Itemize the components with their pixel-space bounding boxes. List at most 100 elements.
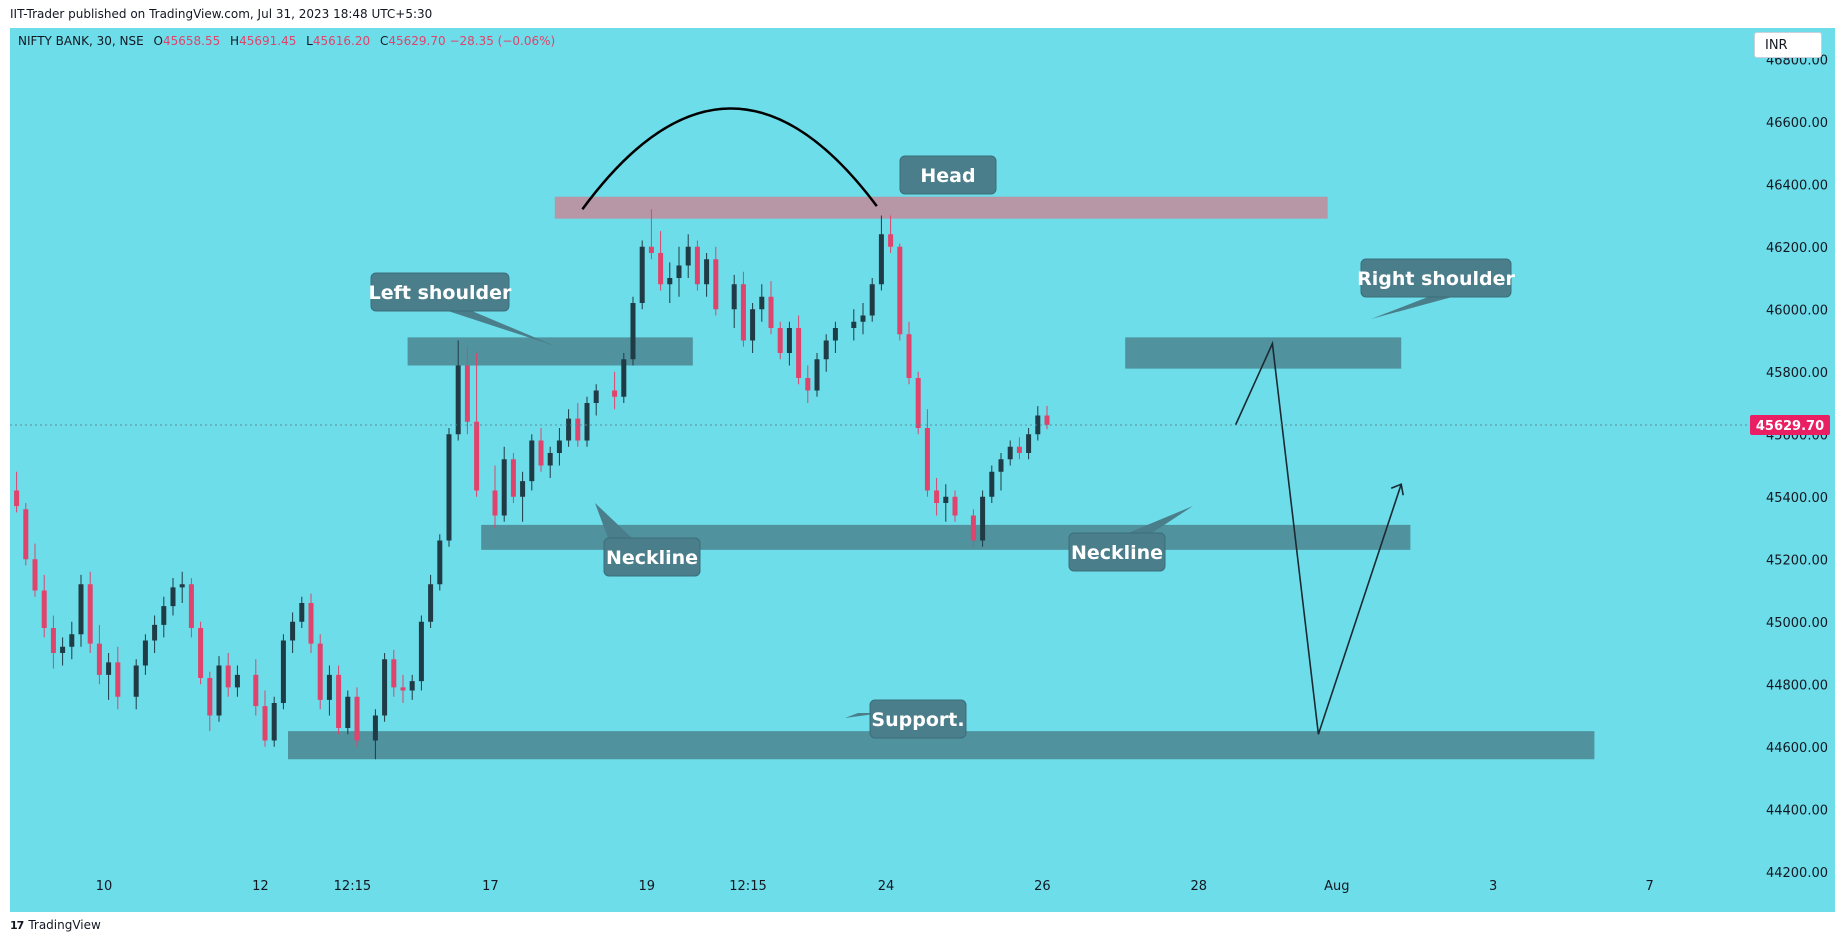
candle[interactable]	[759, 284, 765, 322]
candle[interactable]	[685, 234, 691, 278]
candle[interactable]	[832, 321, 838, 353]
right-shoulder-label[interactable]: Right shoulder	[1357, 258, 1515, 319]
candle[interactable]	[188, 578, 194, 638]
candle[interactable]	[418, 615, 424, 691]
candle[interactable]	[326, 665, 332, 716]
candle[interactable]	[731, 274, 737, 328]
candle[interactable]	[823, 334, 829, 372]
candle[interactable]	[336, 665, 342, 735]
candle[interactable]	[805, 365, 811, 404]
candle[interactable]	[556, 428, 562, 466]
candle[interactable]	[50, 615, 56, 669]
candle[interactable]	[23, 503, 29, 566]
candle[interactable]	[869, 278, 875, 322]
currency-selector[interactable]: INR	[1754, 32, 1822, 58]
candle[interactable]	[796, 315, 802, 385]
candle[interactable]	[262, 690, 268, 747]
candle[interactable]	[446, 428, 452, 547]
candle[interactable]	[621, 353, 627, 403]
candle[interactable]	[851, 309, 857, 341]
candle[interactable]	[639, 240, 645, 310]
candle[interactable]	[280, 634, 286, 710]
candle[interactable]	[115, 646, 121, 710]
support-label[interactable]: Support.	[845, 699, 967, 739]
candle[interactable]	[658, 231, 664, 291]
candle[interactable]	[694, 240, 700, 291]
price-scale[interactable]	[1748, 28, 1835, 912]
candle[interactable]	[612, 371, 618, 410]
plot-area[interactable]	[10, 28, 1748, 903]
candle[interactable]	[372, 709, 378, 760]
candle[interactable]	[501, 446, 507, 522]
candle[interactable]	[106, 653, 112, 700]
candle[interactable]	[152, 615, 158, 654]
candle[interactable]	[814, 353, 820, 397]
candle[interactable]	[271, 696, 277, 747]
candle[interactable]	[1026, 428, 1032, 460]
candle[interactable]	[216, 656, 222, 722]
candle[interactable]	[382, 653, 388, 722]
candle[interactable]	[750, 303, 756, 353]
symbol-info[interactable]: NIFTY BANK, 30, NSE	[18, 34, 144, 48]
candle[interactable]	[860, 303, 866, 335]
candle[interactable]	[777, 321, 783, 360]
candle[interactable]	[713, 246, 719, 316]
candle[interactable]	[538, 428, 544, 472]
candle[interactable]	[970, 509, 976, 547]
candle[interactable]	[133, 659, 139, 710]
candle[interactable]	[1035, 406, 1041, 441]
candle[interactable]	[87, 571, 93, 653]
candle[interactable]	[934, 478, 940, 516]
candle[interactable]	[510, 453, 516, 503]
candle[interactable]	[400, 674, 406, 703]
head-zone[interactable]	[554, 196, 1328, 219]
candle[interactable]	[207, 671, 213, 732]
candle[interactable]	[409, 674, 415, 700]
candle[interactable]	[704, 253, 710, 297]
candle[interactable]	[437, 534, 443, 591]
candle[interactable]	[290, 612, 296, 653]
candle[interactable]	[648, 209, 654, 260]
projection-path[interactable]	[1234, 340, 1402, 735]
candle[interactable]	[547, 446, 553, 478]
candle[interactable]	[915, 371, 921, 435]
chart-canvas[interactable]: Head Left shoulder Right shoulder Neckline N…	[0, 28, 1835, 912]
candle[interactable]	[520, 471, 526, 522]
candle[interactable]	[768, 281, 774, 335]
last-price-tag[interactable]	[1750, 414, 1830, 435]
candle[interactable]	[69, 621, 75, 660]
candle[interactable]	[428, 574, 434, 628]
head-label[interactable]: Head	[899, 155, 997, 195]
candle[interactable]	[584, 396, 590, 447]
candle[interactable]	[234, 665, 240, 697]
candle[interactable]	[60, 637, 66, 666]
left-shoulder-label[interactable]: Left shoulder	[369, 272, 555, 346]
candle[interactable]	[142, 634, 148, 675]
candle[interactable]	[630, 296, 636, 366]
candle[interactable]	[1007, 440, 1013, 466]
candle[interactable]	[391, 649, 397, 697]
candle[interactable]	[354, 687, 360, 747]
candle[interactable]	[308, 593, 314, 653]
candle[interactable]	[906, 321, 912, 385]
candle[interactable]	[740, 271, 746, 347]
candle[interactable]	[924, 409, 930, 497]
neckline-label-left[interactable]: Neckline	[595, 503, 701, 577]
candle[interactable]	[943, 484, 949, 522]
candle[interactable]	[676, 246, 682, 297]
candle[interactable]	[667, 262, 673, 303]
candle[interactable]	[32, 543, 38, 597]
left-shoulder-zone[interactable]	[407, 337, 693, 366]
candle[interactable]	[170, 578, 176, 616]
tradingview-logo[interactable]: 17 TradingView	[10, 918, 101, 932]
candle[interactable]	[299, 596, 305, 628]
candle[interactable]	[78, 574, 84, 647]
candle[interactable]	[198, 621, 204, 685]
candle[interactable]	[593, 384, 599, 416]
neckline-label-right[interactable]: Neckline	[1068, 506, 1193, 572]
head-arc[interactable]	[581, 107, 878, 210]
candle[interactable]	[786, 321, 792, 366]
candle[interactable]	[878, 215, 884, 291]
candle[interactable]	[179, 571, 185, 603]
candle[interactable]	[317, 634, 323, 710]
